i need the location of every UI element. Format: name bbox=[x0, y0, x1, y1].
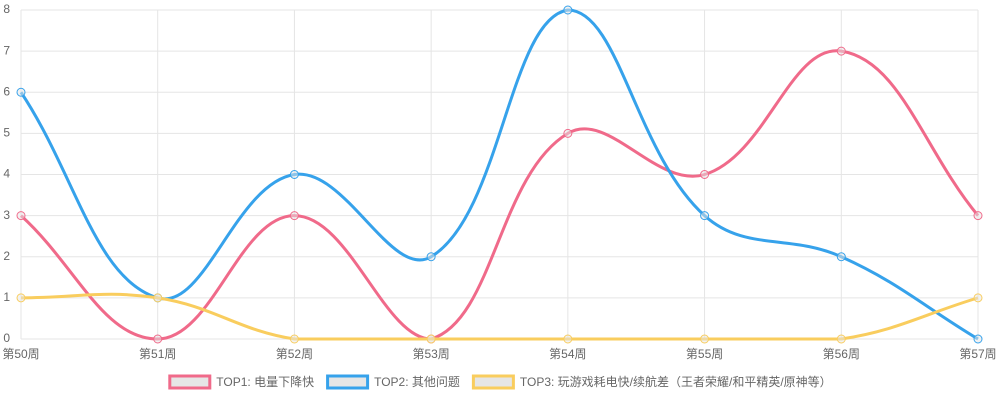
x-tick-label: 第57周 bbox=[959, 347, 996, 361]
y-tick-label: 5 bbox=[3, 126, 10, 140]
point bbox=[16, 87, 26, 97]
y-tick-label: 0 bbox=[3, 331, 10, 345]
x-tick-label: 第51周 bbox=[139, 347, 176, 361]
line bbox=[20, 292, 979, 341]
point bbox=[16, 211, 26, 221]
point bbox=[153, 293, 163, 303]
point bbox=[563, 5, 573, 15]
y-tick-label: 6 bbox=[3, 84, 10, 98]
y-tick-label: 2 bbox=[3, 249, 10, 263]
point bbox=[700, 334, 710, 344]
point bbox=[289, 170, 299, 179]
point bbox=[836, 334, 846, 344]
point bbox=[563, 128, 573, 138]
legend-label: TOP1: 电量下降快 bbox=[216, 375, 314, 389]
y-tick-label: 4 bbox=[3, 167, 10, 181]
point bbox=[700, 170, 710, 179]
point bbox=[153, 334, 163, 344]
x-tick-label: 第56周 bbox=[823, 347, 860, 361]
x-tick-label: 第54周 bbox=[549, 347, 586, 361]
point bbox=[426, 252, 436, 262]
x-tick-label: 第50周 bbox=[2, 347, 39, 361]
legend-label: TOP3: 玩游戏耗电快/续航差（王者荣耀/和平精英/原神等） bbox=[520, 374, 832, 389]
legend-label: TOP2: 其他问题 bbox=[374, 375, 460, 389]
legend-swatch bbox=[168, 374, 212, 390]
y-tick-label: 7 bbox=[3, 43, 10, 57]
point bbox=[16, 293, 26, 303]
point bbox=[563, 334, 573, 344]
y-tick-label: 8 bbox=[3, 2, 10, 16]
point bbox=[973, 334, 983, 344]
legend-swatch bbox=[471, 374, 515, 390]
legend: TOP1: 电量下降快 TOP2: 其他问题 TOP3: 玩游戏耗电快/续航差（王者… bbox=[168, 374, 832, 390]
point bbox=[289, 211, 299, 221]
point bbox=[836, 252, 846, 262]
point bbox=[973, 293, 983, 303]
x-tick-label: 第53周 bbox=[412, 347, 449, 361]
point bbox=[836, 46, 846, 56]
point bbox=[289, 334, 299, 344]
point bbox=[973, 211, 983, 221]
x-tick-label: 第55周 bbox=[686, 347, 723, 361]
point bbox=[700, 211, 710, 221]
legend-swatch bbox=[326, 374, 370, 390]
y-tick-label: 3 bbox=[3, 208, 10, 222]
point bbox=[426, 334, 436, 344]
y-tick-label: 1 bbox=[3, 290, 10, 304]
line bbox=[19, 49, 980, 341]
x-tick-label: 第52周 bbox=[276, 347, 313, 361]
